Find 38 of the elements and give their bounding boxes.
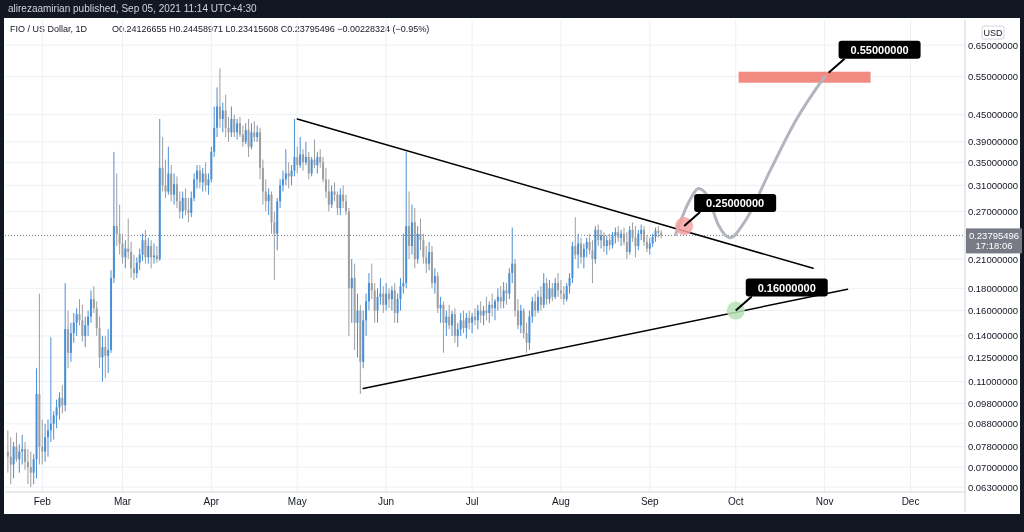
text: O0.24126655 H0.24458971 L0.23415608 C0.23795496 −0.00228324 (−0.95%)	[112, 24, 430, 34]
y-axis-title: USD	[983, 28, 1003, 38]
y-tick-label: 0.11000000	[968, 376, 1018, 388]
x-tick-label: Jul	[465, 496, 479, 507]
x-tick-label: May	[287, 496, 307, 507]
y-tick-label: 0.39000000	[967, 136, 1019, 148]
text: 17:18:06	[975, 240, 1013, 252]
y-tick-label: 0.06300000	[967, 481, 1019, 493]
y-tick-label: 0.65000000	[967, 39, 1019, 51]
y-tick-label: 0.08800000	[967, 418, 1019, 430]
y-tick-label: 0.27000000	[967, 205, 1019, 217]
y-tick-label: 0.31000000	[967, 179, 1019, 191]
x-tick-label: Aug	[552, 496, 570, 507]
x-tick-label: Oct	[727, 496, 744, 507]
text: alirezaamirian published, Sep 05, 2021 11:14 UTC+4:30	[8, 3, 258, 14]
y-tick-label: 0.14000000	[967, 330, 1019, 342]
y-tick-label: 0.18000000	[967, 282, 1019, 294]
y-tick-label: 0.35000000	[967, 156, 1019, 168]
ref-line-label: 0.23795496	[968, 229, 1020, 241]
y-tick-label: 0.45000000	[967, 109, 1019, 121]
y-tick-label: 0.21000000	[967, 253, 1019, 265]
x-tick-label: Feb	[33, 496, 52, 507]
x-tick-label: Dec	[901, 496, 920, 507]
x-tick-label: Apr	[203, 496, 220, 507]
data-label: 0.16000000	[757, 281, 816, 294]
y-tick-label: 0.09800000	[967, 397, 1019, 409]
text: FIO / US Dollar, 1D	[10, 24, 88, 34]
y-tick-label: 0.16000000	[967, 305, 1019, 317]
annotation: 0.55000000	[850, 43, 909, 56]
data-label: 0.25000000	[706, 197, 765, 210]
x-tick-label: Nov	[815, 496, 834, 507]
x-tick-label: Sep	[640, 496, 660, 507]
y-tick-label: 0.07000000	[967, 461, 1019, 473]
x-tick-label: Jun	[378, 496, 395, 507]
x-tick-label: Mar	[113, 496, 132, 507]
y-tick-label: 0.12500000	[967, 351, 1019, 363]
y-tick-label: 0.07800000	[967, 441, 1019, 453]
y-tick-label: 0.55000000	[967, 71, 1019, 83]
